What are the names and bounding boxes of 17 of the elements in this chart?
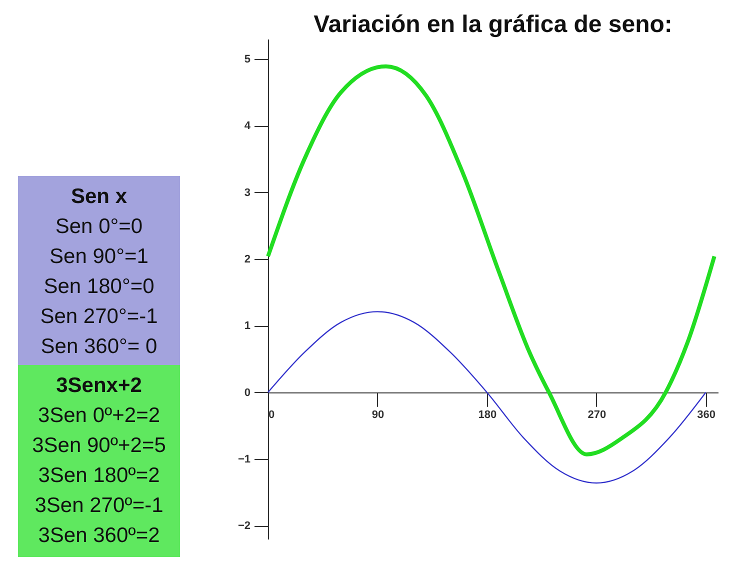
y-tick-label: 3	[244, 186, 250, 199]
text: 3Senx+2 3Sen 0º+2=2 3Sen 90º+2=5 3Sen 180º=2 3Sen 270º=-1 3Sen 360º=2	[18, 365, 180, 557]
chart-title: Variación en la gráfica de seno:	[314, 11, 672, 38]
y-tick-label: 5	[244, 54, 250, 66]
x-tick-label: 180	[478, 408, 497, 421]
x-tick-label: 270	[588, 408, 606, 421]
x-tick-label: 0	[268, 408, 275, 421]
y-tick-label: 1	[244, 320, 250, 332]
y-tick-label: 0	[244, 386, 250, 399]
y-tick-label: 4	[244, 120, 252, 132]
y-tick-label: −1	[238, 454, 250, 466]
y-tick-label: 2	[244, 254, 250, 266]
line-series	[266, 64, 716, 456]
y-tick-label: −2	[238, 520, 250, 532]
x-tick-label: 360	[697, 408, 716, 421]
x-tick-label: 90	[372, 408, 384, 421]
text: Sen x Sen 0°=0 Sen 90°=1 Sen 180°=0 Sen 270°=-1 Sen 360°= 0	[18, 176, 180, 368]
